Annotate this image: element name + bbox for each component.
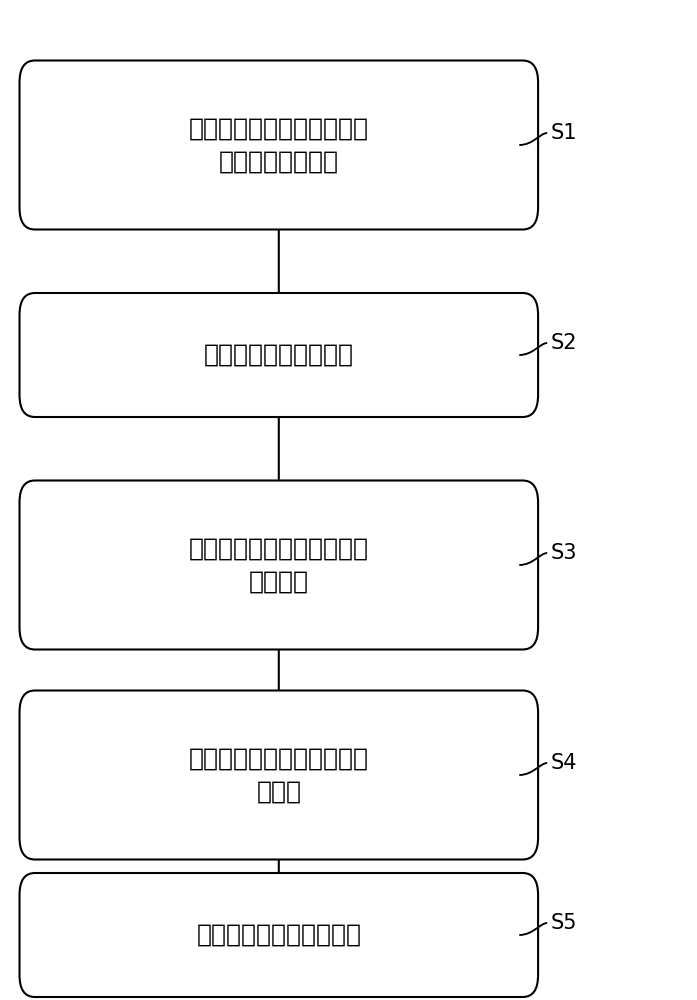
FancyBboxPatch shape (20, 60, 538, 230)
FancyBboxPatch shape (20, 481, 538, 650)
FancyBboxPatch shape (20, 293, 538, 417)
Text: 伸缩杆伸出，导线位于金属: 伸缩杆伸出，导线位于金属 (189, 537, 369, 561)
Text: 挂钩内侧: 挂钩内侧 (249, 569, 309, 593)
Text: S5: S5 (551, 913, 577, 933)
Text: S4: S4 (551, 753, 577, 773)
Text: 电磁铁吸合金属挂钩，无人: 电磁铁吸合金属挂钩，无人 (189, 117, 369, 141)
Text: S1: S1 (551, 123, 577, 143)
Text: S2: S2 (551, 333, 577, 353)
FancyBboxPatch shape (20, 873, 538, 997)
Text: 金属挂钩对准连接位置: 金属挂钩对准连接位置 (204, 343, 354, 367)
Text: S3: S3 (551, 543, 577, 563)
Text: 机飞行至导线附近: 机飞行至导线附近 (219, 149, 339, 173)
Text: 电磁铁松开，回收无人机: 电磁铁松开，回收无人机 (197, 923, 361, 947)
FancyBboxPatch shape (20, 690, 538, 859)
Text: 自动上紧装置与金属挂钩夹: 自动上紧装置与金属挂钩夹 (189, 747, 369, 771)
Text: 紧导线: 紧导线 (256, 779, 301, 803)
